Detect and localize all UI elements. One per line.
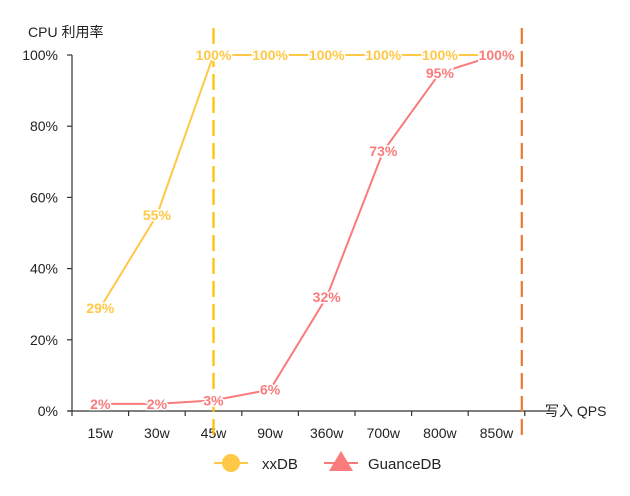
x-tick-label: 30w (144, 425, 171, 441)
x-tick-label: 850w (480, 425, 514, 441)
series-line-xxdb (99, 54, 497, 309)
legend: xxDB GuanceDB (214, 451, 441, 473)
x-tick-label: 360w (310, 425, 344, 441)
x-tick-label: 800w (423, 425, 457, 441)
data-label: 6% (260, 382, 281, 398)
data-label: 100% (479, 47, 515, 63)
y-axis-title: CPU 利用率 (28, 24, 103, 40)
y-axis: 0% 20% 40% 60% 80% 100% (22, 47, 73, 419)
legend-label: GuanceDB (368, 456, 441, 473)
legend-triangle-icon (329, 451, 353, 471)
data-labels: 29% 55% 100% 100% 100% 100% 100% 100% 2% 2% 3% 6% 32… (85, 46, 517, 414)
data-label: 2% (90, 396, 111, 412)
reference-lines (212, 28, 523, 439)
series-lines (99, 54, 497, 405)
x-tick-label: 15w (87, 425, 114, 441)
data-label: 100% (309, 47, 345, 63)
data-label: 3% (203, 392, 224, 408)
data-label: 95% (426, 65, 455, 81)
series-line-guancedb (100, 54, 497, 405)
x-axis: 15w30w45w90w360w700w800w850w (68, 410, 555, 441)
x-tick-label: 700w (367, 425, 401, 441)
legend-circle-icon (222, 454, 240, 472)
y-tick-label: 60% (30, 189, 58, 205)
data-label: 29% (86, 300, 115, 316)
data-label: 100% (365, 47, 401, 63)
y-tick-label: 40% (30, 261, 58, 277)
data-label: 100% (479, 47, 515, 63)
data-label: 2% (147, 396, 168, 412)
data-label: 100% (422, 47, 458, 63)
y-tick-label: 80% (30, 118, 58, 134)
y-tick-label: 100% (22, 47, 58, 63)
data-label: 100% (252, 47, 288, 63)
data-label: 55% (143, 207, 172, 223)
y-tick-label: 0% (38, 403, 58, 419)
x-axis-title: 写入 QPS (545, 403, 606, 419)
data-label: 73% (369, 143, 398, 159)
x-tick-label: 90w (257, 425, 284, 441)
data-label: 100% (196, 47, 232, 63)
y-tick-label: 20% (30, 332, 58, 348)
data-label: 32% (313, 289, 342, 305)
legend-label: xxDB (262, 456, 298, 473)
